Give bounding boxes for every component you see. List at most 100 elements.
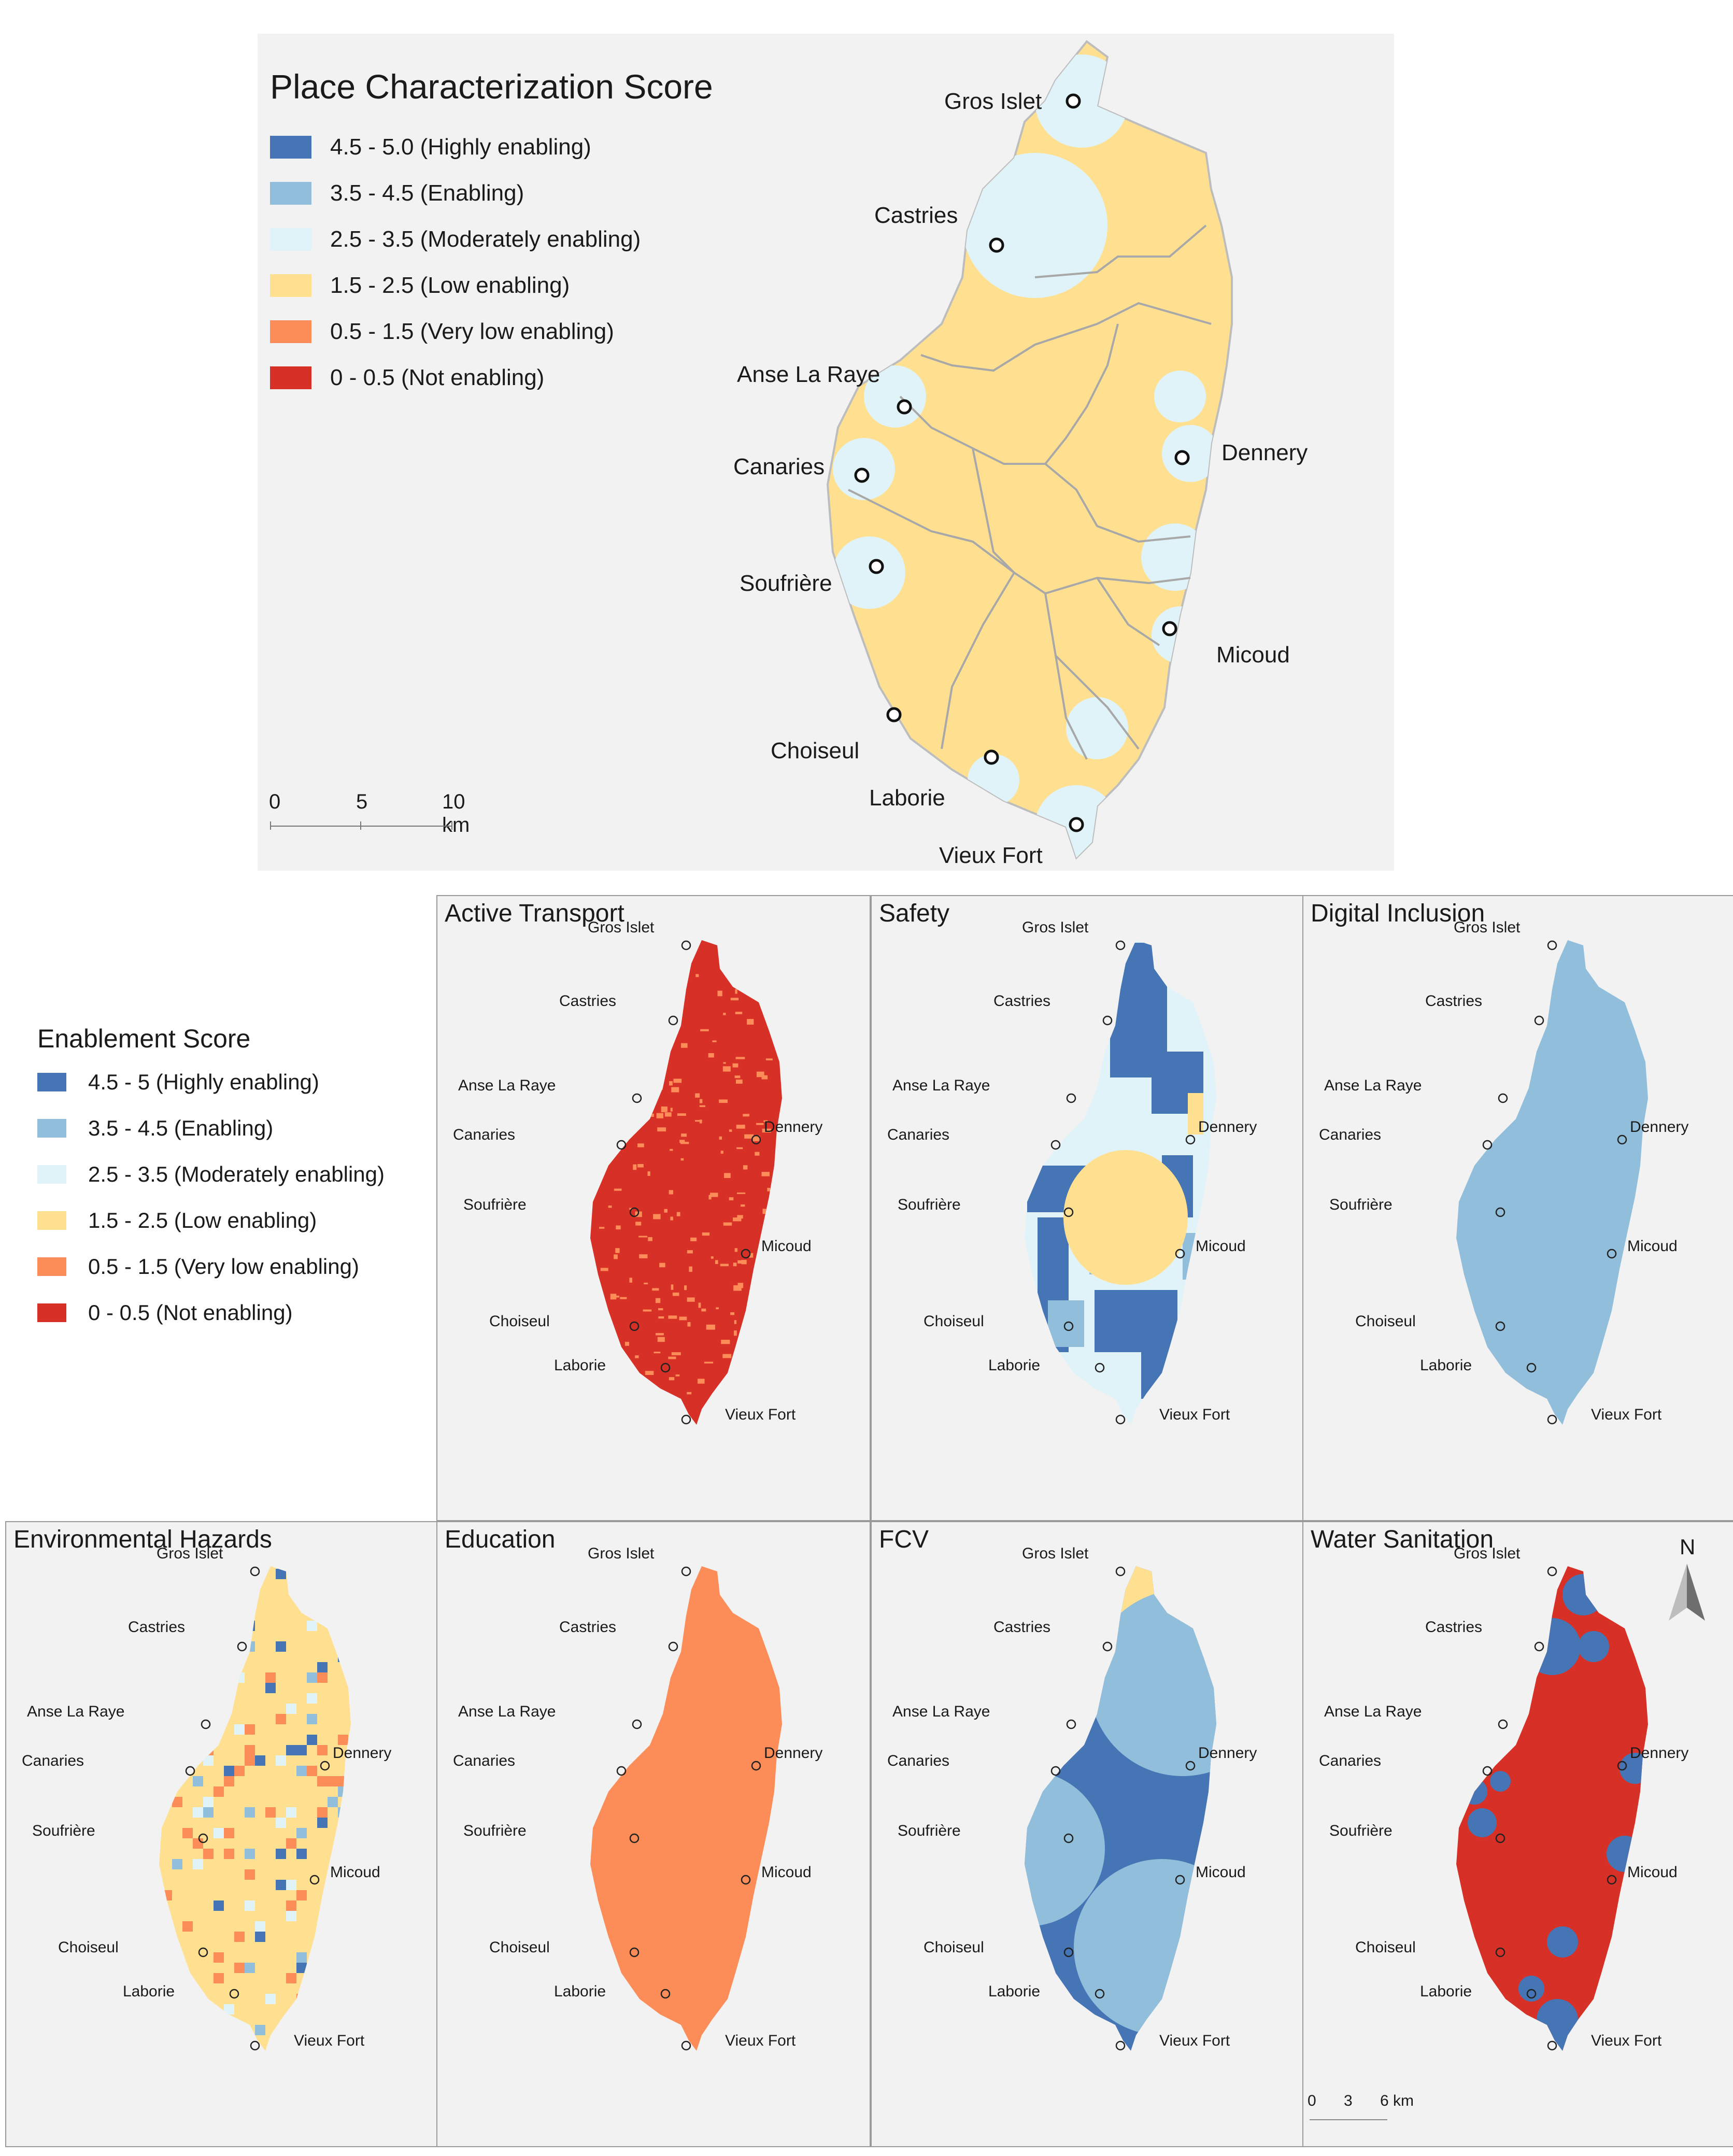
city-label: Canaries [1319, 1752, 1381, 1769]
city-label: Micoud [761, 1864, 812, 1881]
enablement-legend-item: 0 - 0.5 (Not enabling) [37, 1289, 385, 1336]
north-arrow-icon: N [1669, 1535, 1705, 1621]
city-label: Micoud [1627, 1238, 1678, 1255]
city-marker [1495, 1207, 1505, 1217]
enablement-legend-item: 3.5 - 4.5 (Enabling) [37, 1105, 385, 1151]
city-marker [1063, 1947, 1074, 1958]
city-marker [1526, 1989, 1537, 1999]
city-label-micoud: Micoud [1216, 642, 1290, 668]
main-map-panel: Gros Islet Castries Anse La Raye Canarie… [258, 34, 1394, 871]
city-label: Choiseul [924, 1939, 984, 1956]
city-label: Canaries [22, 1752, 84, 1769]
city-label-anse-la-raye: Anse La Raye [737, 362, 880, 387]
enablement-legend-label: 0.5 - 1.5 (Very low enabling) [88, 1254, 359, 1279]
city-marker [198, 1947, 208, 1958]
panel-digital-inclusion: Gros Islet Castries Anse La Raye Canaries So… [1302, 895, 1733, 1521]
city-marker [629, 1947, 640, 1958]
city-marker [237, 1641, 247, 1652]
enablement-legend-swatch [37, 1211, 66, 1230]
city-marker [1547, 1414, 1557, 1425]
city-label-castries: Castries [874, 203, 958, 228]
city-marker [629, 1833, 640, 1843]
city-label-dennery: Dennery [1221, 440, 1308, 465]
city-marker [1174, 450, 1190, 465]
enablement-legend-label: 3.5 - 4.5 (Enabling) [88, 1115, 274, 1140]
main-island [826, 40, 1233, 860]
island-shape [590, 940, 782, 1425]
city-marker [741, 1249, 751, 1259]
city-label: Laborie [1420, 1357, 1472, 1374]
main-legend-title: Place Characterization Score [270, 67, 713, 106]
city-marker [1095, 1363, 1105, 1373]
city-marker [1102, 1015, 1113, 1026]
city-label-laborie: Laborie [869, 785, 945, 811]
city-label: Soufrière [898, 1196, 961, 1213]
city-label: Gros Islet [588, 919, 655, 936]
city-label: Choiseul [489, 1313, 550, 1330]
zone-east [1154, 371, 1206, 422]
city-label: Micoud [1196, 1864, 1246, 1881]
city-label: Castries [993, 992, 1050, 1010]
district-boundaries [848, 224, 1212, 760]
panel-safety: Gros Islet Castries Anse La Raye Canaries So… [871, 895, 1305, 1521]
city-label-soufriere: Soufrière [740, 571, 832, 596]
city-label: Canaries [1319, 1126, 1381, 1143]
city-marker [1066, 93, 1081, 109]
main-legend-swatch [270, 320, 311, 343]
enablement-legend-swatch [37, 1303, 66, 1322]
enablement-legend-label: 0 - 0.5 (Not enabling) [88, 1300, 293, 1325]
city-label: Anse La Raye [1324, 1703, 1422, 1720]
main-legend-item: 0 - 0.5 (Not enabling) [270, 354, 713, 401]
city-marker [897, 399, 912, 415]
city-marker [1607, 1875, 1617, 1885]
city-label: Castries [559, 1619, 616, 1636]
city-marker [1115, 940, 1126, 951]
city-marker [681, 2040, 691, 2051]
main-legend-label: 3.5 - 4.5 (Enabling) [330, 180, 524, 206]
city-marker [1063, 1321, 1074, 1331]
panel-title: Education [445, 1526, 556, 1553]
city-marker [1534, 1015, 1544, 1026]
small-scale-tick: 6 km [1380, 2092, 1414, 2109]
city-label: Dennery [333, 1744, 391, 1762]
city-label: Anse La Raye [458, 1703, 556, 1720]
city-marker [1547, 1566, 1557, 1577]
panel-title: Environmental Hazards [13, 1526, 272, 1553]
city-marker [854, 467, 870, 483]
city-label-choiseul: Choiseul [771, 738, 859, 763]
city-marker [320, 1761, 330, 1771]
main-legend-item: 1.5 - 2.5 (Low enabling) [270, 262, 713, 308]
city-marker [629, 1207, 640, 1217]
city-label: Vieux Fort [725, 2032, 796, 2049]
main-legend-items: 4.5 - 5.0 (Highly enabling) 3.5 - 4.5 (En… [270, 124, 713, 401]
city-marker [751, 1134, 761, 1145]
city-label: Gros Islet [1454, 919, 1521, 936]
city-label: Soufrière [463, 1196, 527, 1213]
city-label: Choiseul [58, 1939, 119, 1956]
enablement-legend-swatch [37, 1072, 66, 1091]
city-label: Canaries [887, 1752, 949, 1769]
enablement-legend-swatch [37, 1118, 66, 1138]
main-map-svg: Gros Islet Castries Anse La Raye Canarie… [733, 40, 1308, 868]
city-marker [1617, 1134, 1627, 1145]
enablement-legend-item: 2.5 - 3.5 (Moderately enabling) [37, 1151, 385, 1197]
city-label: Micoud [761, 1238, 812, 1255]
island-shape [1456, 1566, 1648, 2051]
enablement-legend-label: 2.5 - 3.5 (Moderately enabling) [88, 1161, 385, 1186]
city-label: Laborie [554, 1983, 606, 2000]
city-label: Gros Islet [1022, 919, 1089, 936]
city-label: Soufrière [1329, 1822, 1393, 1839]
city-marker [1495, 1947, 1505, 1958]
city-marker [1066, 1093, 1076, 1103]
main-legend-item: 0.5 - 1.5 (Very low enabling) [270, 308, 713, 354]
city-label: Choiseul [1355, 1313, 1416, 1330]
city-label-vieux-fort: Vieux Fort [939, 843, 1043, 868]
city-marker [869, 559, 884, 574]
panel-title: Digital Inclusion [1311, 900, 1485, 927]
city-label-canaries: Canaries [733, 454, 825, 479]
city-label: Choiseul [924, 1313, 984, 1330]
city-label: Anse La Raye [892, 1703, 990, 1720]
city-marker [1050, 1766, 1061, 1776]
city-label: Soufrière [463, 1822, 527, 1839]
city-marker [1482, 1140, 1493, 1150]
